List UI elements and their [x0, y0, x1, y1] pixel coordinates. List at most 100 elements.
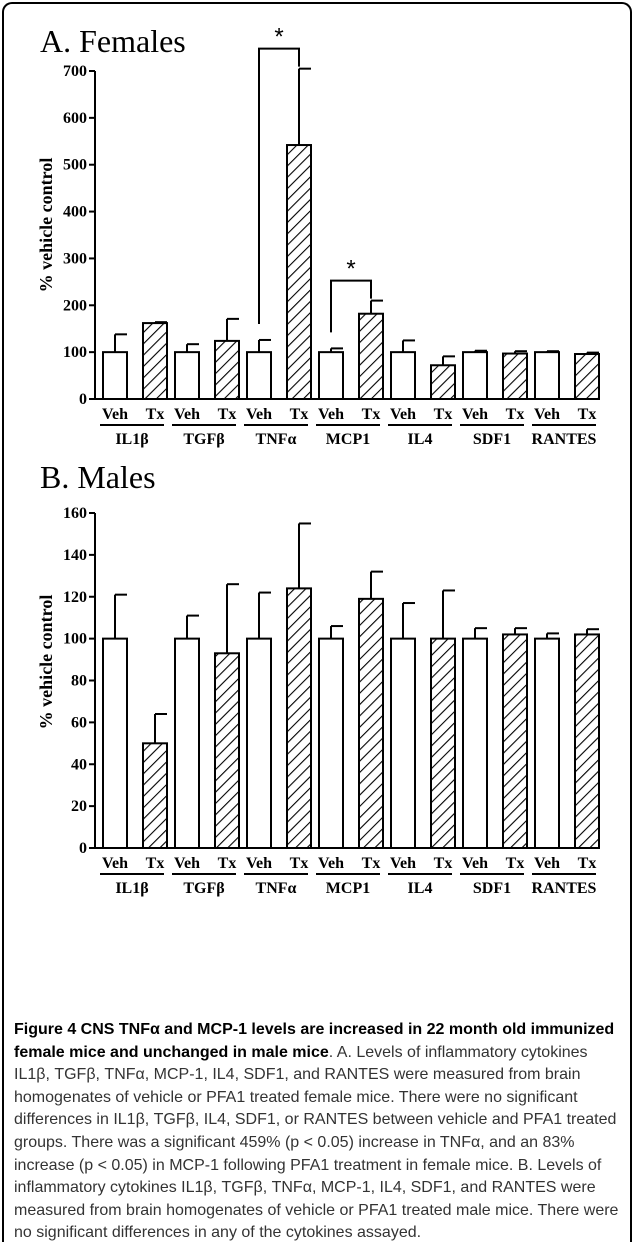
- panel-a-y-axis-label: % vehicle control: [36, 158, 56, 293]
- panel-a-x-tick-label: Tx: [434, 406, 453, 423]
- panel-a-bar-veh: [174, 351, 200, 400]
- panel-a-bar-tx: [430, 364, 456, 400]
- figure-caption: Figure 4 CNS TNFα and MCP-1 levels are i…: [14, 1019, 624, 1245]
- panel-b-bar-veh: [534, 637, 560, 849]
- panel-a-x-tick-label: Tx: [578, 406, 597, 423]
- panel-a-bar-tx: [142, 322, 168, 400]
- panel-a-y-tick-label: 100: [63, 344, 87, 361]
- caption-body: . A. Levels of inflammatory cytokines IL…: [14, 1043, 619, 1242]
- caption-title: Figure 4 CNS TNFα and MCP-1 levels are i…: [14, 1021, 615, 1061]
- panel-a-group-label: TNFα: [256, 431, 297, 448]
- panel-b-x-tick-label: Veh: [102, 855, 128, 872]
- panel-b-y-tick-label: 120: [63, 589, 87, 606]
- panel-b-bar-veh: [102, 637, 128, 849]
- panel-b-y-tick-label: 140: [63, 547, 87, 564]
- panel-b-bar-tx: [214, 652, 240, 849]
- panel-a-y-tick-label: 0: [79, 391, 87, 408]
- panel-b-group-label: RANTES: [532, 880, 597, 897]
- panel-b-group-label: IL1β: [115, 880, 148, 897]
- panel-a-x-tick-label: Tx: [506, 406, 525, 423]
- panel-a-bar-veh: [246, 351, 272, 400]
- panel-b-bar-veh: [462, 637, 488, 849]
- panel-a-x-tick-label: Veh: [246, 406, 272, 423]
- panel-a-significance-bracket: [330, 279, 372, 333]
- panel-b-x-tick-label: Veh: [246, 855, 272, 872]
- panel-b-bar-tx: [502, 633, 528, 849]
- panel-a-x-tick-label: Veh: [318, 406, 344, 423]
- panel-b-x-tick-label: Veh: [462, 855, 488, 872]
- panel-a-x-tick-label: Veh: [174, 406, 200, 423]
- panel-b-x-tick-label: Tx: [506, 855, 525, 872]
- panel-b-x-tick-label: Tx: [578, 855, 597, 872]
- panel-b-x-tick-label: Veh: [390, 855, 416, 872]
- panel-a-x-tick-label: Tx: [218, 406, 237, 423]
- panel-b-bar-tx: [286, 587, 312, 849]
- panel-b-bar-veh: [246, 637, 272, 849]
- panel-a-y-tick-label: 600: [63, 110, 87, 127]
- panel-a-y-tick-label: 700: [63, 63, 87, 80]
- panel-b-bar-tx: [142, 742, 168, 849]
- panel-b-y-tick-label: 160: [63, 505, 87, 522]
- panel-a-bar-veh: [534, 351, 560, 400]
- panel-b-bar-veh: [390, 637, 416, 849]
- panel-a-bar-tx: [286, 144, 312, 400]
- panel-a-y-tick-label: 500: [63, 157, 87, 174]
- panel-a-group-label: MCP1: [326, 431, 370, 448]
- panel-b-group-label: IL4: [408, 880, 433, 897]
- panel-a-bar-veh: [318, 351, 344, 400]
- panel-a-bar-tx: [358, 312, 384, 400]
- panel-b-group-label: TNFα: [256, 880, 297, 897]
- panel-a-chart: 0 100 200 300 400 500 600 700 Veh Tx IL1β Veh Tx TGFβ…: [63, 24, 600, 448]
- panel-a-bar-tx: [214, 339, 240, 401]
- panel-a-bar-veh: [102, 351, 128, 400]
- panel-a-significance-star: *: [346, 256, 355, 283]
- panel-b-x-tick-label: Tx: [434, 855, 453, 872]
- panel-a-bar-tx: [574, 353, 600, 401]
- panel-b-y-tick-label: 20: [71, 798, 87, 815]
- panel-b-bar-veh: [318, 637, 344, 849]
- panel-b-x-tick-label: Veh: [174, 855, 200, 872]
- panel-b-bar-veh: [174, 637, 200, 849]
- panel-a-group-label: IL1β: [115, 431, 148, 448]
- panel-b-bar-tx: [358, 597, 384, 849]
- panel-a-y-tick-label: 200: [63, 297, 87, 314]
- panel-b-group-label: SDF1: [473, 880, 511, 897]
- panel-b-title: B. Males: [40, 459, 156, 495]
- panel-b-y-tick-label: 40: [71, 756, 87, 773]
- panel-a-x-tick-label: Veh: [390, 406, 416, 423]
- panel-a-group-label: SDF1: [473, 431, 511, 448]
- panel-a-x-tick-label: Veh: [102, 406, 128, 423]
- panel-a-group-label: TGFβ: [183, 431, 224, 448]
- panel-a-significance-bracket: [258, 47, 300, 324]
- panel-a-group-label: RANTES: [532, 431, 597, 448]
- panel-a-group-label: IL4: [408, 431, 433, 448]
- panel-a-x-tick-label: Veh: [534, 406, 560, 423]
- panel-b-x-tick-label: Veh: [318, 855, 344, 872]
- panel-a-significance-star: *: [274, 24, 283, 51]
- panel-b-group-label: MCP1: [326, 880, 370, 897]
- panel-a-y-tick-label: 300: [63, 250, 87, 267]
- panel-a-y-tick-label: 400: [63, 204, 87, 221]
- panel-a-x-tick-label: Tx: [290, 406, 309, 423]
- panel-a-x-tick-label: Veh: [462, 406, 488, 423]
- figure-charts: A. Females % vehicle control 01002003004…: [36, 23, 600, 897]
- panel-b-x-tick-label: Veh: [534, 855, 560, 872]
- panel-a-x-tick-label: Tx: [362, 406, 381, 423]
- panel-b-y-tick-label: 80: [71, 673, 87, 690]
- panel-b-y-tick-label: 0: [79, 840, 87, 857]
- panel-a-x-tick-label: Tx: [146, 406, 165, 423]
- panel-a-bar-veh: [462, 351, 488, 400]
- panel-b-x-tick-label: Tx: [362, 855, 381, 872]
- panel-b-x-tick-label: Tx: [290, 855, 309, 872]
- panel-b-x-tick-label: Tx: [218, 855, 237, 872]
- panel-b-group-label: TGFβ: [183, 880, 224, 897]
- panel-b-y-tick-label: 60: [71, 714, 87, 731]
- panel-a-title: A. Females: [40, 23, 186, 59]
- panel-b-y-axis-label: % vehicle control: [36, 595, 56, 730]
- panel-a-bar-tx: [502, 352, 528, 401]
- panel-b-bar-tx: [430, 637, 456, 849]
- panel-b-chart: 0 20 40 60 80 100 120 140 160 Veh Tx IL1β Veh Tx TGFβ V…: [63, 505, 600, 897]
- panel-b-y-tick-label: 100: [63, 631, 87, 648]
- panel-a-bar-veh: [390, 351, 416, 400]
